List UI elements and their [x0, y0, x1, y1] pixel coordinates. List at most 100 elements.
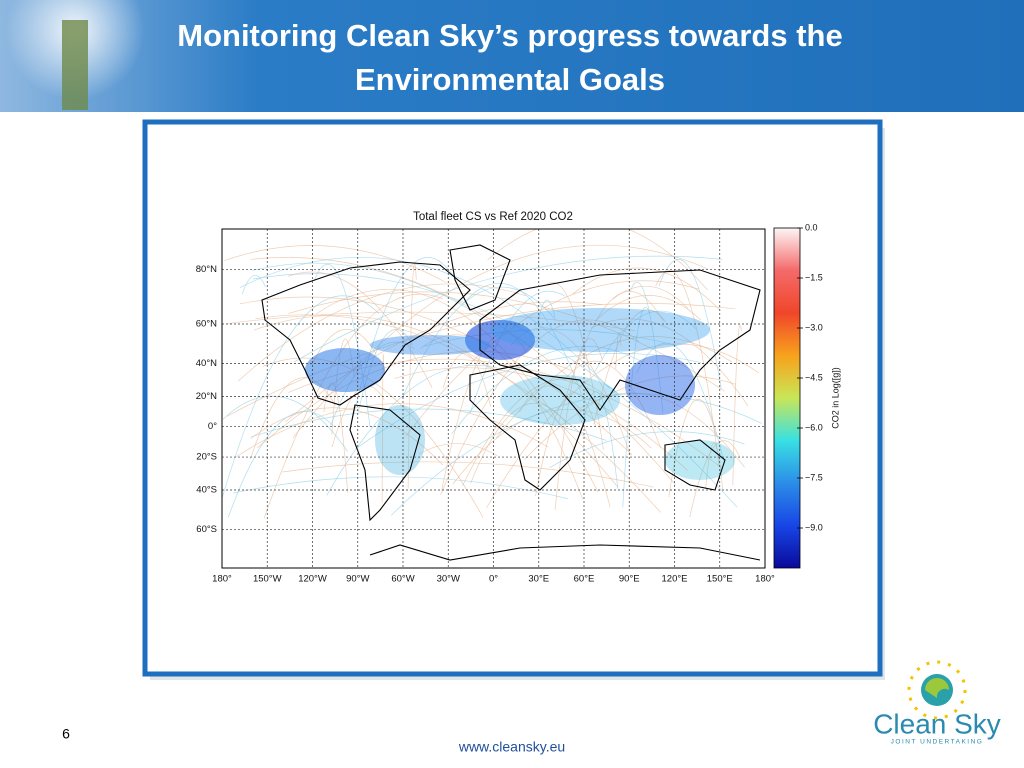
- flight-route: [590, 318, 749, 407]
- x-tick-label: 30°W: [437, 574, 460, 585]
- x-tick-label: 180°: [212, 574, 232, 585]
- x-tick-label: 30°E: [528, 574, 549, 585]
- flight-route: [226, 303, 736, 417]
- colorbar: [773, 227, 801, 569]
- flight-route: [407, 263, 417, 489]
- flight-route: [469, 290, 566, 414]
- header-band: [0, 0, 1024, 112]
- y-tick-label: 40°S: [196, 485, 217, 496]
- map-title: Total fleet CS vs Ref 2020 CO2: [413, 211, 573, 223]
- flight-route: [288, 271, 433, 388]
- x-tick-label: 90°W: [346, 574, 369, 585]
- colorbar-tick-label: −9.0: [805, 522, 823, 532]
- flight-route: [546, 282, 604, 450]
- flight-route: [594, 310, 697, 373]
- flight-route: [612, 285, 689, 309]
- x-tick-label: 120°W: [298, 574, 327, 585]
- page-number: 6: [62, 726, 70, 742]
- colorbar-tick-label: 0.0: [805, 222, 818, 232]
- flight-route: [689, 440, 741, 518]
- flight-route: [293, 255, 723, 363]
- flight-route: [222, 295, 380, 499]
- colorbar-tick-label: −3.0: [805, 322, 823, 332]
- flight-route: [239, 256, 610, 389]
- footer-url: www.cleansky.eu: [458, 739, 565, 755]
- flight-route: [222, 395, 348, 452]
- emission-density: [305, 308, 735, 480]
- flight-route: [655, 270, 720, 468]
- flight-route: [418, 443, 498, 457]
- slide-title: Monitoring Clean Sky’s progress towards …: [177, 18, 842, 53]
- flight-route: [330, 341, 415, 426]
- flight-route: [487, 229, 708, 291]
- flight-route: [263, 293, 444, 519]
- flight-route: [462, 378, 609, 486]
- colorbar-label: CO2 in Log([g]): [830, 367, 840, 429]
- flight-route: [658, 259, 722, 390]
- flight-route: [519, 385, 611, 508]
- flight-route: [405, 280, 699, 437]
- logo-text: Clean Sky: [873, 708, 1001, 739]
- flight-route: [424, 329, 677, 347]
- flight-route: [252, 273, 738, 508]
- flight-route: [440, 319, 640, 496]
- flight-route: [705, 442, 723, 490]
- x-tick-label: 0°: [489, 574, 498, 585]
- flight-route: [239, 296, 633, 456]
- flight-route: [486, 343, 759, 509]
- flight-route: [315, 289, 599, 493]
- logo-subtext: JOINT UNDERTAKING: [891, 739, 984, 746]
- plot-border: [221, 228, 766, 569]
- y-tick-label: 60°S: [196, 524, 217, 535]
- flight-route: [227, 411, 334, 518]
- flight-route: [582, 391, 619, 490]
- flight-route: [227, 311, 636, 331]
- flight-route: [250, 257, 677, 486]
- slide-title: Environmental Goals: [355, 62, 665, 97]
- flight-route: [595, 295, 702, 322]
- colorbar-tick-label: −7.5: [805, 472, 823, 482]
- flight-route: [732, 325, 742, 486]
- header-decoration: [62, 20, 88, 110]
- y-tick-label: 80°N: [196, 264, 217, 275]
- graticule: [221, 229, 766, 568]
- flight-route: [394, 367, 688, 471]
- flight-route: [470, 403, 568, 484]
- flight-route: [391, 393, 762, 516]
- x-tick-label: 90°E: [619, 574, 640, 585]
- x-tick-label: 60°W: [391, 574, 414, 585]
- flight-route: [549, 431, 745, 469]
- colorbar-tick-label: −4.5: [805, 372, 823, 382]
- x-tick-label: 150°E: [707, 574, 733, 585]
- flight-route: [253, 315, 619, 488]
- flight-route: [554, 338, 603, 510]
- y-tick-label: 20°N: [196, 391, 217, 402]
- flight-route: [233, 476, 568, 500]
- colorbar-tick-label: −1.5: [805, 272, 823, 282]
- flight-route: [452, 408, 652, 485]
- x-tick-label: 150°W: [253, 574, 282, 585]
- flight-route: [241, 275, 266, 295]
- colorbar-tick-label: −6.0: [805, 422, 823, 432]
- flight-route: [282, 461, 654, 488]
- flight-route: [255, 314, 661, 513]
- flight-route: [251, 262, 484, 319]
- logo: Clean Sky JOINT UNDERTAKING: [873, 660, 1001, 746]
- y-tick-label: 40°N: [196, 358, 217, 369]
- flight-route: [237, 283, 526, 382]
- flight-route: [615, 332, 622, 369]
- x-tick-label: 180°: [755, 574, 775, 585]
- x-tick-label: 60°E: [574, 574, 595, 585]
- x-tick-label: 120°E: [662, 574, 688, 585]
- y-tick-label: 20°S: [196, 452, 217, 463]
- flight-route: [402, 286, 556, 398]
- flight-route: [622, 306, 650, 508]
- flight-route: [464, 283, 583, 395]
- flight-route: [572, 267, 721, 312]
- flight-route: [250, 407, 444, 466]
- y-tick-label: 0°: [208, 421, 217, 432]
- flight-route: [257, 350, 574, 449]
- flight-route: [311, 328, 377, 365]
- y-tick-label: 60°N: [196, 318, 217, 329]
